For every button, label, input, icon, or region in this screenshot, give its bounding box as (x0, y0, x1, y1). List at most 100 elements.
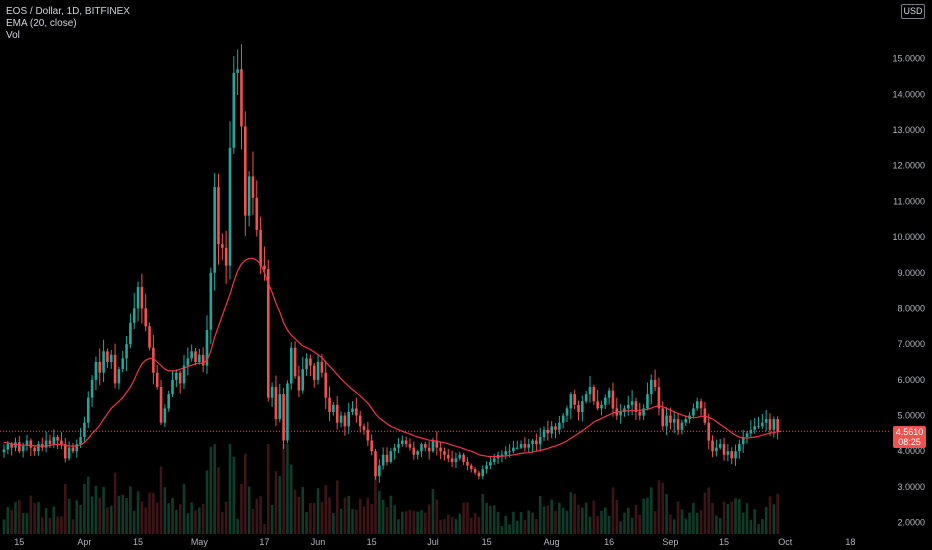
volume-bar (753, 509, 756, 534)
volume-bar (167, 503, 170, 534)
x-tick-label: 15 (482, 537, 492, 547)
candle-body (289, 347, 293, 384)
volume-bar (106, 507, 109, 534)
candle-body (347, 411, 350, 427)
volume-bar (190, 502, 193, 534)
candle-body (159, 386, 163, 423)
candle-body (393, 447, 396, 452)
volume-bar (343, 497, 347, 534)
candle-body (63, 444, 67, 459)
candle-body (542, 429, 546, 437)
volume-bar (569, 492, 573, 534)
candle-body (638, 411, 642, 416)
candle-body (228, 147, 232, 266)
symbol-title[interactable]: EOS / Dollar, 1D, BITFINEX (6, 6, 130, 17)
price-axis[interactable]: 2.0000 3.0000 4.0000 5.0000 6.0000 7.0000 8.00… (892, 54, 925, 528)
candle-body (588, 386, 592, 395)
candle-body (439, 447, 442, 452)
volume-bar (155, 502, 159, 534)
volume-bar (776, 493, 779, 534)
volume-bar (355, 509, 358, 534)
candle-body (6, 444, 10, 450)
candle-body (722, 444, 726, 455)
y-tick-label: 2.0000 (897, 518, 925, 528)
volume-bar (67, 498, 71, 534)
volume-bar (178, 504, 182, 534)
volume-bar (381, 499, 385, 534)
volume-bar (623, 512, 626, 534)
y-tick-label: 11.0000 (893, 196, 925, 206)
candle-body (676, 419, 680, 430)
candle-body (454, 458, 458, 462)
volume-bar (113, 472, 117, 534)
volume-bar (427, 504, 431, 534)
volume-bar (404, 511, 408, 534)
candle-body (623, 408, 626, 412)
candle-body (98, 362, 102, 373)
volume-bar (550, 499, 553, 534)
candle-body (657, 386, 661, 409)
candle-body (381, 454, 385, 466)
candle-body (535, 440, 538, 445)
candle-body (565, 408, 569, 416)
candle-body (33, 447, 36, 452)
last-price-value: 4.5610 (895, 427, 924, 437)
volume-bar (186, 513, 190, 534)
candle-body (79, 436, 82, 445)
volume-bar (60, 516, 63, 534)
candle-body (286, 383, 289, 441)
volume-bar (347, 495, 350, 534)
ema-indicator-label[interactable]: EMA (20, close) (6, 18, 77, 29)
volume-bar (473, 512, 477, 534)
volume-bar (117, 495, 121, 534)
volume-bar (626, 507, 630, 534)
candle-body (592, 386, 596, 402)
volume-bar (10, 509, 13, 534)
candle-body (136, 287, 140, 309)
volume-bar (734, 498, 737, 534)
x-tick-label: Jul (427, 537, 439, 547)
volume-bar (136, 491, 140, 534)
y-tick-label: 3.0000 (897, 482, 925, 492)
candle-body (741, 436, 745, 445)
y-tick-label: 5.0000 (897, 411, 925, 421)
candle-body (90, 379, 94, 398)
volume-bar (519, 512, 523, 534)
volume-bar (52, 506, 56, 534)
bar-countdown: 08:25 (898, 437, 921, 447)
volume-bar (37, 502, 40, 534)
candle-body (699, 401, 703, 409)
candle-body (446, 454, 450, 459)
volume-bar (657, 480, 661, 534)
volume-bar (305, 512, 308, 534)
volume-bar (21, 513, 25, 534)
volume-bar (711, 503, 714, 534)
volume-bar (573, 493, 576, 534)
volume-bar (75, 500, 79, 534)
volume-bar (205, 470, 209, 534)
y-tick-label: 9.0000 (897, 268, 925, 278)
volume-bar (653, 511, 657, 534)
volume-indicator-label[interactable]: Vol (6, 30, 20, 41)
volume-bar (565, 510, 569, 534)
volume-bar (335, 480, 339, 534)
candle-body (424, 444, 427, 448)
candle-body (546, 429, 550, 434)
volume-bar (171, 497, 174, 534)
volume-bar (757, 524, 760, 534)
volume-bar (481, 493, 485, 534)
candle-body (504, 451, 508, 455)
x-tick-label: Sep (662, 537, 678, 547)
volume-bar (669, 514, 672, 534)
volume-bar (309, 502, 312, 534)
candle-body (577, 404, 580, 412)
currency-button[interactable]: USD (901, 4, 925, 19)
volume-bar (527, 510, 531, 534)
volume-bar (504, 515, 508, 534)
time-axis[interactable]: 15 Apr 15 May 17 Jun 15 Jul 15 Aug 16 Sep 15 Oct 18 (14, 537, 855, 547)
volume-bar (588, 516, 592, 534)
volume-bar (630, 517, 634, 534)
volume-bar (649, 487, 653, 534)
volume-bar (454, 519, 458, 534)
